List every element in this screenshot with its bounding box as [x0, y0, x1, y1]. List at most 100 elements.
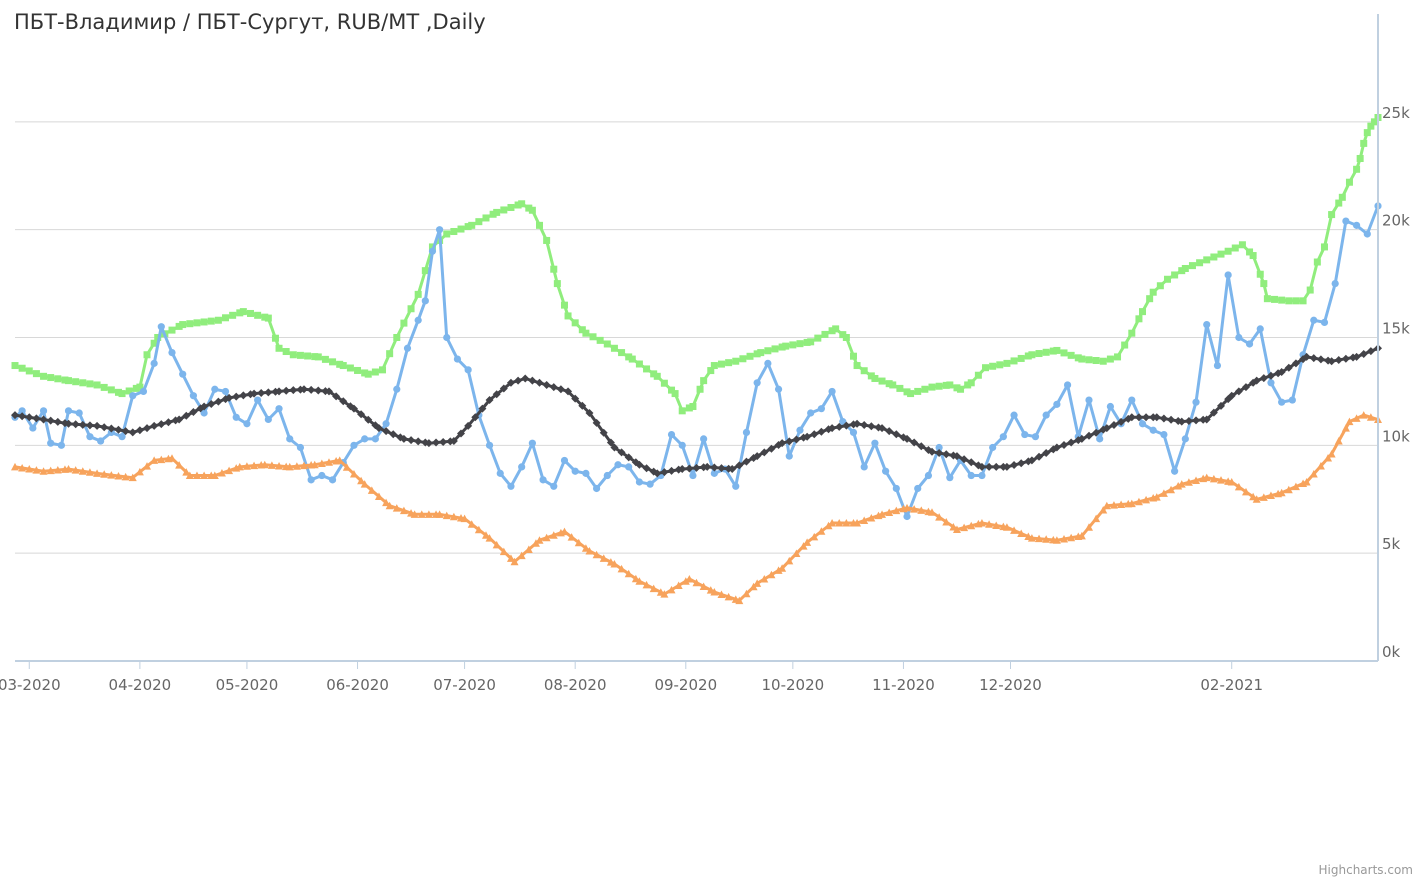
data-point[interactable]	[742, 428, 751, 436]
data-point[interactable]	[910, 438, 919, 447]
data-point[interactable]	[18, 407, 26, 415]
data-point[interactable]	[1370, 118, 1378, 126]
data-point[interactable]	[564, 387, 573, 396]
data-point[interactable]	[1213, 361, 1222, 370]
data-point[interactable]	[1309, 469, 1318, 478]
data-point[interactable]	[796, 426, 804, 434]
data-point[interactable]	[946, 381, 954, 389]
data-point[interactable]	[250, 461, 259, 470]
data-point[interactable]	[860, 516, 869, 525]
data-point[interactable]	[1085, 396, 1093, 404]
data-point[interactable]	[1121, 341, 1129, 349]
data-point[interactable]	[1363, 230, 1371, 238]
data-point[interactable]	[574, 538, 583, 547]
data-point[interactable]	[307, 385, 316, 394]
data-point[interactable]	[118, 433, 126, 441]
data-point[interactable]	[1078, 355, 1086, 363]
data-point[interactable]	[1192, 398, 1200, 406]
data-point[interactable]	[1127, 499, 1136, 508]
data-point[interactable]	[1252, 495, 1261, 503]
data-point[interactable]	[1271, 295, 1279, 303]
data-point[interactable]	[1171, 271, 1179, 279]
data-point[interactable]	[78, 420, 87, 429]
data-point[interactable]	[46, 466, 55, 475]
data-point[interactable]	[778, 564, 787, 572]
data-point[interactable]	[1067, 438, 1076, 447]
data-point[interactable]	[878, 377, 886, 385]
data-point[interactable]	[1002, 462, 1011, 471]
data-point[interactable]	[1142, 495, 1151, 504]
data-point[interactable]	[32, 466, 41, 474]
data-point[interactable]	[246, 309, 254, 317]
data-point[interactable]	[1184, 478, 1193, 486]
data-point[interactable]	[896, 384, 904, 392]
data-point[interactable]	[1335, 199, 1343, 207]
data-point[interactable]	[374, 492, 383, 500]
data-point[interactable]	[1256, 325, 1264, 333]
data-point[interactable]	[25, 367, 33, 375]
data-point[interactable]	[828, 387, 836, 396]
data-point[interactable]	[517, 551, 526, 560]
data-point[interactable]	[1285, 297, 1293, 305]
data-point[interactable]	[296, 443, 305, 452]
data-point[interactable]	[753, 452, 762, 461]
data-point[interactable]	[1352, 414, 1361, 422]
data-point[interactable]	[535, 378, 544, 387]
data-point[interactable]	[528, 439, 536, 447]
data-point[interactable]	[1027, 456, 1036, 465]
data-point[interactable]	[1334, 355, 1343, 364]
data-point[interactable]	[1320, 318, 1329, 327]
data-point[interactable]	[1049, 347, 1057, 355]
data-point[interactable]	[1278, 296, 1286, 304]
data-point[interactable]	[625, 353, 633, 361]
data-point[interactable]	[421, 297, 429, 305]
data-point[interactable]	[61, 376, 69, 384]
data-point[interactable]	[977, 462, 986, 471]
data-point[interactable]	[289, 351, 297, 359]
data-point[interactable]	[967, 458, 976, 467]
data-point[interactable]	[1159, 414, 1168, 423]
data-point[interactable]	[710, 587, 719, 596]
data-point[interactable]	[689, 471, 697, 480]
data-point[interactable]	[1163, 275, 1171, 283]
data-point[interactable]	[828, 424, 837, 433]
data-point[interactable]	[121, 427, 130, 436]
data-point[interactable]	[71, 466, 80, 474]
data-point[interactable]	[1134, 497, 1143, 506]
data-point[interactable]	[71, 420, 80, 429]
data-point[interactable]	[40, 372, 48, 380]
data-point[interactable]	[885, 508, 894, 516]
data-point[interactable]	[182, 468, 191, 476]
data-point[interactable]	[885, 427, 894, 436]
data-point[interactable]	[164, 418, 173, 427]
data-point[interactable]	[1171, 467, 1179, 475]
data-point[interactable]	[179, 370, 187, 378]
data-point[interactable]	[789, 341, 797, 349]
data-point[interactable]	[79, 379, 87, 387]
data-point[interactable]	[339, 362, 347, 370]
data-point[interactable]	[107, 471, 116, 479]
data-point[interactable]	[128, 428, 137, 437]
data-point[interactable]	[592, 484, 601, 493]
data-point[interactable]	[1052, 536, 1061, 544]
data-point[interactable]	[782, 342, 790, 350]
data-point[interactable]	[1096, 435, 1104, 443]
data-point[interactable]	[168, 348, 176, 357]
data-point[interactable]	[200, 409, 208, 417]
data-point[interactable]	[967, 521, 976, 530]
data-point[interactable]	[150, 456, 159, 464]
data-point[interactable]	[764, 347, 772, 355]
data-point[interactable]	[236, 309, 244, 317]
data-point[interactable]	[774, 385, 783, 393]
data-point[interactable]	[1074, 354, 1082, 362]
credits-link[interactable]: Highcharts.com	[1318, 863, 1413, 877]
data-point[interactable]	[1117, 500, 1126, 508]
data-point[interactable]	[828, 327, 836, 335]
data-point[interactable]	[1202, 473, 1211, 482]
data-point[interactable]	[1128, 329, 1136, 337]
data-point[interactable]	[832, 325, 840, 333]
data-point[interactable]	[1360, 139, 1368, 147]
data-point[interactable]	[710, 469, 718, 477]
data-point[interactable]	[549, 383, 558, 392]
data-point[interactable]	[150, 421, 159, 430]
